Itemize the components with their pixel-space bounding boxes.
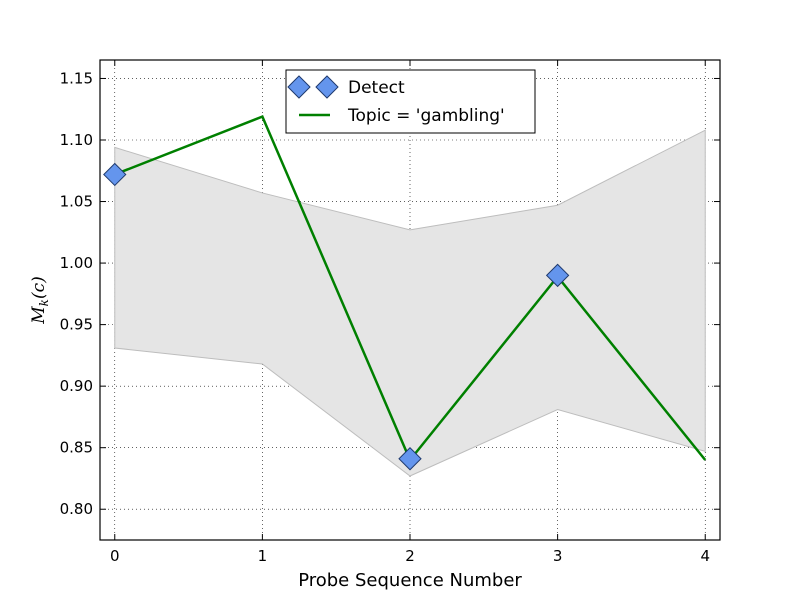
y-tick-label-2: 0.90 xyxy=(60,377,93,395)
y-axis-title-arg: (c) xyxy=(29,276,49,299)
y-axis-title-sub: k xyxy=(37,299,51,306)
x-tick-label-1: 1 xyxy=(258,547,268,565)
axis-ticks xyxy=(100,60,720,540)
x-tick-label-3: 3 xyxy=(553,547,563,565)
x-axis-title: Probe Sequence Number xyxy=(298,570,522,591)
x-tick-label-2: 2 xyxy=(405,547,415,565)
legend-entry-detect: Detect xyxy=(287,75,405,99)
y-tick-label-1: 0.85 xyxy=(60,439,93,457)
detect-marker-2 xyxy=(545,263,570,288)
legend-detect-marker-2 xyxy=(315,75,339,99)
x-tick-label-0: 0 xyxy=(110,547,120,565)
legend-detect-label: Detect xyxy=(348,78,405,98)
detect-marker-0 xyxy=(103,162,127,187)
detect-marker-1 xyxy=(398,447,422,471)
y-axis-title-base: M xyxy=(29,306,49,325)
y-tick-label-3: 0.95 xyxy=(60,316,93,334)
legend-detect-marker-1 xyxy=(287,75,311,99)
confidence-band xyxy=(114,129,706,477)
detect-markers xyxy=(103,162,570,471)
y-tick-label-6: 1.10 xyxy=(60,131,93,149)
y-tick-label-5: 1.05 xyxy=(60,193,93,211)
tick-labels: 0 1 2 3 4 0.80 0.85 0.90 0.95 1.00 1.05 1.10 1.15 xyxy=(60,69,710,565)
legend: Detect Topic = 'gambling' xyxy=(285,69,536,134)
y-axis-title: Mk(c) xyxy=(29,276,51,325)
x-tick-label-4: 4 xyxy=(700,547,710,565)
legend-entry-gambling: Topic = 'gambling' xyxy=(299,106,505,126)
y-tick-label-4: 1.00 xyxy=(60,254,93,272)
y-tick-label-0: 0.80 xyxy=(60,500,93,518)
y-tick-label-7: 1.15 xyxy=(60,69,93,87)
legend-gambling-label: Topic = 'gambling' xyxy=(347,106,505,126)
